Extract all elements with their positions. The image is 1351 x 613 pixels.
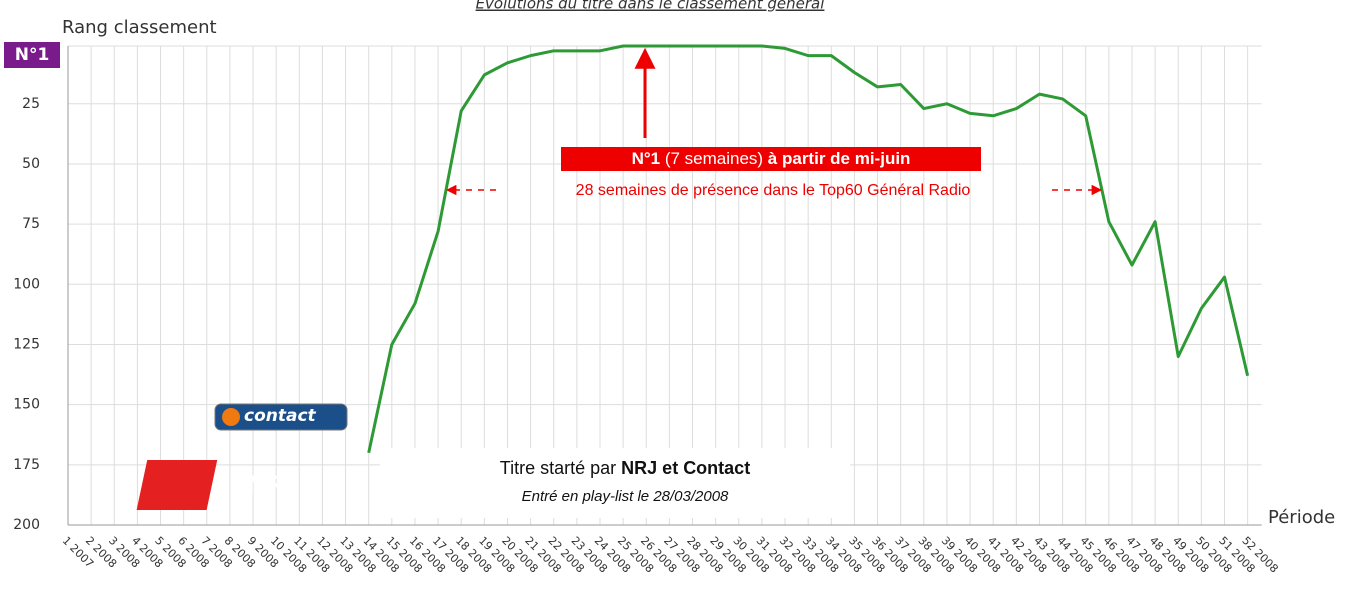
grid (67, 45, 1262, 526)
x-axis-label: Période (1268, 507, 1335, 528)
logo-text: NRJ (246, 471, 294, 499)
annotation-part: N°1 (632, 149, 661, 168)
logo (222, 408, 240, 426)
logo (136, 460, 218, 510)
annotation-part: NRJ et Contact (621, 458, 750, 478)
y-tick-label: N°1 (15, 45, 50, 65)
y-tick-label: 125 (13, 336, 40, 352)
y-tick-label: 150 (13, 397, 40, 413)
logo-text: contact (244, 406, 317, 426)
annotation-part: Titre starté par (500, 458, 621, 478)
y-tick-label: 50 (22, 156, 40, 172)
y-tick-label: 100 (13, 276, 40, 292)
annotation-box (380, 448, 850, 518)
y-tick-label: 75 (22, 216, 40, 232)
y-axis-label: Rang classement (62, 17, 217, 38)
y-tick-label: 25 (22, 96, 40, 112)
annotation-box (561, 147, 981, 171)
annotation: Entré en play-list le 28/03/2008 (522, 488, 729, 505)
annotation-part: (7 semaines) (660, 149, 768, 168)
annotation: N°1 (7 semaines) à partir de mi-juin (632, 149, 911, 168)
y-tick-label: 200 (13, 517, 40, 533)
annotation: 28 semaines de présence dans le Top60 Gé… (576, 182, 971, 199)
y-tick-box (4, 42, 60, 68)
y-tick-label: 175 (13, 457, 40, 473)
logo (214, 403, 348, 431)
chart-title: Evolutions du titre dans le classement g… (476, 0, 826, 13)
annotation: Titre starté par NRJ et Contact (500, 458, 750, 478)
annotation-part: à partir de mi-juin (768, 149, 911, 168)
